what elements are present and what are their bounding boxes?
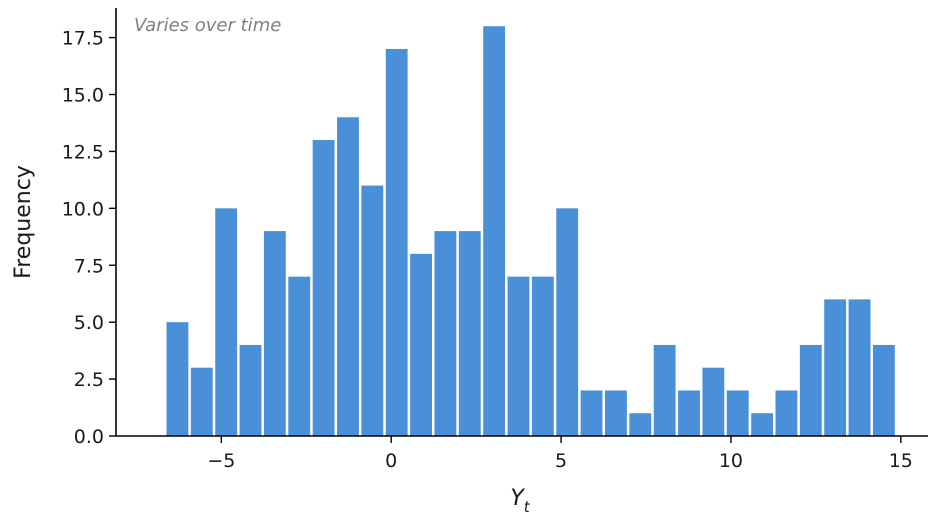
y-tick-label: 15.0	[62, 85, 104, 107]
histogram-bar	[799, 344, 822, 436]
histogram-bar	[190, 367, 213, 436]
x-tick-label: 5	[555, 450, 567, 472]
histogram-bar	[361, 185, 384, 436]
histogram-bar	[239, 344, 262, 436]
bars-group	[166, 26, 895, 437]
histogram-bar	[288, 276, 311, 436]
y-tick-label: 10.0	[62, 198, 104, 220]
x-axis-label-main: Y	[510, 486, 525, 511]
histogram-bar	[653, 344, 676, 436]
x-axis-label: Yt	[510, 486, 530, 514]
histogram-bar	[312, 140, 335, 437]
histogram-bar	[604, 390, 627, 436]
histogram-bar	[337, 117, 359, 436]
x-ticks-group: −5 0 5 10 15	[207, 436, 913, 472]
histogram-bar	[872, 344, 895, 436]
histogram-bar	[507, 276, 530, 436]
histogram-bar	[678, 390, 700, 436]
histogram-bar	[629, 413, 652, 436]
y-axis-label: Frequency	[11, 165, 36, 279]
histogram-bar	[166, 322, 189, 436]
histogram-bar	[483, 26, 506, 436]
histogram-bar	[751, 413, 774, 436]
x-axis-label-subscript: t	[524, 498, 531, 514]
histogram-bar	[702, 367, 725, 436]
y-ticks-group: 0.0 2.5 5.0 7.5 10.0 12.5 15.0 17.5	[62, 28, 116, 448]
histogram-bar	[215, 208, 238, 436]
histogram-bar	[385, 48, 408, 436]
x-tick-label: 0	[385, 450, 397, 472]
histogram-bar	[531, 276, 554, 436]
histogram-bar	[458, 231, 481, 436]
x-tick-label: 10	[719, 450, 743, 472]
y-tick-label: 2.5	[74, 369, 104, 391]
histogram-bar	[726, 390, 749, 436]
x-tick-label: −5	[207, 450, 235, 472]
chart-annotation: Varies over time	[134, 15, 281, 36]
y-tick-label: 0.0	[74, 426, 104, 448]
y-tick-label: 12.5	[62, 141, 104, 163]
y-tick-label: 5.0	[74, 312, 104, 334]
y-tick-label: 7.5	[74, 255, 104, 277]
histogram-bar	[848, 299, 871, 436]
histogram-bar	[775, 390, 798, 436]
histogram-bar	[263, 231, 286, 436]
histogram-bar	[580, 390, 603, 436]
histogram-bar	[556, 208, 579, 436]
x-tick-label: 15	[889, 450, 913, 472]
histogram-bar	[410, 253, 432, 436]
histogram-bar	[824, 299, 847, 436]
y-tick-label: 17.5	[62, 28, 104, 50]
histogram-bar	[434, 231, 457, 436]
